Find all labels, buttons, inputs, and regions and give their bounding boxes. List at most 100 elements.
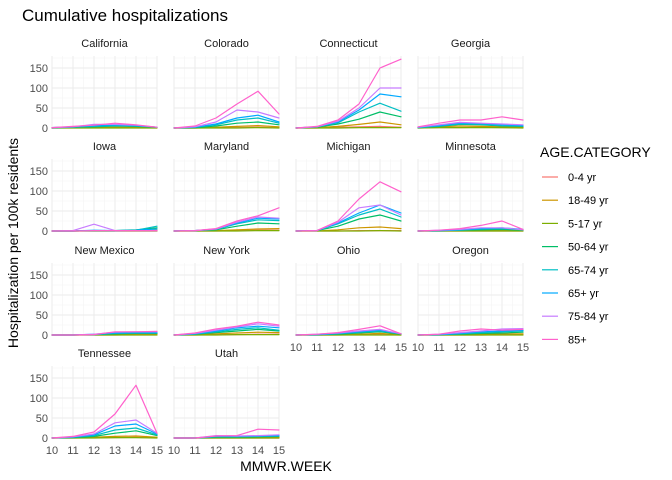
facet-label: Tennessee bbox=[78, 348, 131, 360]
y-tick-label: 100 bbox=[30, 83, 48, 95]
legend-label: 5-17 yr bbox=[568, 218, 603, 230]
facet-label: Michigan bbox=[326, 141, 370, 153]
x-tick-label: 10 bbox=[168, 445, 180, 457]
facet-label: Iowa bbox=[93, 141, 117, 153]
facet-label: Colorado bbox=[204, 38, 249, 50]
x-tick-label: 13 bbox=[109, 445, 121, 457]
x-tick-label: 11 bbox=[311, 342, 322, 354]
legend-item-65-yr: 65+ yr bbox=[542, 288, 599, 300]
panel-california: California 0 50 100 150 bbox=[30, 38, 158, 135]
y-tick-label: 50 bbox=[36, 310, 48, 322]
x-tick-label: 10 bbox=[290, 342, 302, 354]
series-line-85 bbox=[417, 220, 524, 232]
series-line-85 bbox=[173, 321, 280, 336]
x-tick-label: 12 bbox=[88, 445, 100, 457]
facet-label: New Mexico bbox=[75, 245, 135, 257]
x-tick-label: 12 bbox=[332, 342, 344, 354]
y-tick-label: 100 bbox=[30, 186, 48, 198]
y-tick-label: 0 bbox=[42, 433, 48, 445]
x-tick-label: 15 bbox=[151, 445, 163, 457]
y-tick-label: 50 bbox=[36, 103, 48, 115]
series-line-85 bbox=[417, 116, 524, 128]
y-tick-label: 150 bbox=[30, 63, 48, 75]
x-tick-label: 12 bbox=[210, 445, 222, 457]
panel-oregon: Oregon 10 11 12 13 14 15 bbox=[412, 245, 529, 354]
series-line-85 bbox=[417, 328, 524, 336]
series-line-85 bbox=[51, 384, 158, 439]
y-axis-title: Hospitalization per 100k residents bbox=[5, 138, 21, 348]
x-tick-label: 14 bbox=[496, 342, 508, 354]
panel-maryland: Maryland bbox=[173, 141, 280, 232]
x-tick-label: 15 bbox=[395, 342, 407, 354]
series-line-85 bbox=[173, 207, 280, 232]
x-axis-title: MMWR.WEEK bbox=[240, 458, 332, 474]
x-tick-label: 10 bbox=[412, 342, 424, 354]
legend-title: AGE.CATEGORY bbox=[540, 144, 651, 160]
facet-label: New York bbox=[203, 245, 250, 257]
x-tick-label: 12 bbox=[454, 342, 466, 354]
panel-iowa: Iowa 0 50 100 150 bbox=[30, 141, 158, 238]
facet-label: Ohio bbox=[337, 245, 360, 257]
series-line-85 bbox=[173, 428, 280, 439]
facet-label: California bbox=[81, 38, 128, 50]
x-tick-label: 15 bbox=[273, 445, 285, 457]
panel-new-york: New York bbox=[173, 245, 280, 336]
y-tick-label: 0 bbox=[42, 330, 48, 342]
facet-label: Maryland bbox=[204, 141, 249, 153]
series-line-85 bbox=[173, 90, 280, 129]
panel-minnesota: Minnesota bbox=[417, 141, 524, 232]
legend-item-50-64-yr: 50-64 yr bbox=[542, 242, 609, 254]
panel-connecticut: Connecticut bbox=[295, 38, 402, 129]
series-line-75-84-yr bbox=[173, 109, 280, 129]
panel-colorado: Colorado bbox=[173, 38, 280, 129]
x-tick-label: 15 bbox=[517, 342, 529, 354]
y-tick-label: 150 bbox=[30, 166, 48, 178]
panel-ohio: Ohio 10 11 12 13 14 15 bbox=[290, 245, 407, 354]
legend: AGE.CATEGORY 0-4 yr 18-49 yr 5-17 yr 50-64 … bbox=[540, 144, 651, 346]
x-tick-label: 11 bbox=[189, 445, 200, 457]
facet-label: Oregon bbox=[452, 245, 489, 257]
legend-label: 65-74 yr bbox=[568, 265, 609, 277]
panel-utah: Utah 10 11 12 13 14 15 bbox=[168, 348, 285, 457]
series-line-85 bbox=[295, 181, 402, 232]
legend-label: 18-49 yr bbox=[568, 195, 609, 207]
x-tick-label: 11 bbox=[67, 445, 78, 457]
panel-michigan: Michigan bbox=[295, 141, 402, 232]
legend-label: 0-4 yr bbox=[568, 172, 596, 184]
series-line-85 bbox=[295, 325, 402, 336]
x-tick-label: 10 bbox=[46, 445, 58, 457]
panel-georgia: Georgia bbox=[417, 38, 524, 129]
y-tick-label: 100 bbox=[30, 290, 48, 302]
x-tick-label: 14 bbox=[130, 445, 142, 457]
legend-item-65-74-yr: 65-74 yr bbox=[542, 265, 609, 277]
series-line-75-84-yr bbox=[417, 121, 524, 128]
legend-item-0-4-yr: 0-4 yr bbox=[542, 172, 596, 184]
y-tick-label: 0 bbox=[42, 123, 48, 135]
y-tick-label: 150 bbox=[30, 270, 48, 282]
facet-label: Georgia bbox=[451, 38, 491, 50]
x-tick-label: 13 bbox=[231, 445, 243, 457]
facet-label: Connecticut bbox=[319, 38, 377, 50]
series-line-85 bbox=[51, 122, 158, 129]
legend-label: 50-64 yr bbox=[568, 242, 609, 254]
x-tick-label: 13 bbox=[353, 342, 365, 354]
x-tick-label: 13 bbox=[475, 342, 487, 354]
x-tick-label: 11 bbox=[433, 342, 444, 354]
x-tick-label: 14 bbox=[374, 342, 386, 354]
legend-item-75-84-yr: 75-84 yr bbox=[542, 311, 609, 323]
chart-title: Cumulative hospitalizations bbox=[22, 6, 228, 25]
legend-item-5-17-yr: 5-17 yr bbox=[542, 218, 603, 230]
legend-label: 65+ yr bbox=[568, 288, 599, 300]
y-tick-label: 50 bbox=[36, 413, 48, 425]
y-tick-label: 150 bbox=[30, 373, 48, 385]
series-line-85 bbox=[51, 330, 158, 336]
panel-new-mexico: New Mexico 0 50 100 150 bbox=[30, 245, 158, 342]
facet-label: Minnesota bbox=[445, 141, 497, 153]
y-tick-label: 0 bbox=[42, 226, 48, 238]
legend-item-18-49-yr: 18-49 yr bbox=[542, 195, 609, 207]
legend-label: 75-84 yr bbox=[568, 311, 609, 323]
legend-item-85: 85+ bbox=[542, 334, 587, 346]
y-tick-label: 100 bbox=[30, 393, 48, 405]
